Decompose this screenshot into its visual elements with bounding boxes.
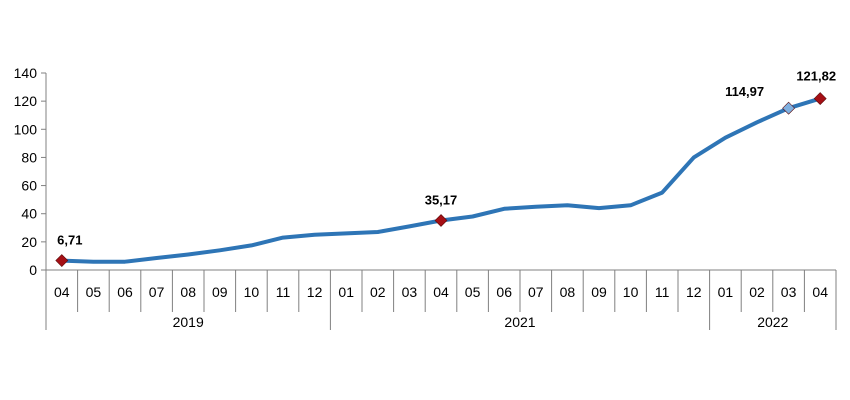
series-line bbox=[59, 96, 823, 264]
y-axis-ticks: 0 20 40 60 80 100 120 140 bbox=[14, 65, 46, 278]
x-tick-label: 08 bbox=[560, 284, 576, 300]
year-label: 2019 bbox=[173, 314, 204, 330]
x-tick-label: 10 bbox=[244, 284, 260, 300]
x-tick-label: 09 bbox=[591, 284, 607, 300]
x-tick-label: 02 bbox=[370, 284, 386, 300]
x-tick-label: 07 bbox=[528, 284, 544, 300]
x-tick-label: 09 bbox=[212, 284, 228, 300]
x-tick-label: 06 bbox=[117, 284, 133, 300]
y-tick-label: 80 bbox=[21, 149, 37, 165]
x-tick-label: 08 bbox=[180, 284, 196, 300]
y-tick-label: 100 bbox=[14, 121, 38, 137]
y-tick-label: 140 bbox=[14, 65, 38, 81]
x-tick-label: 11 bbox=[276, 284, 291, 300]
x-tick-label: 03 bbox=[781, 284, 797, 300]
x-tick-label: 12 bbox=[686, 284, 702, 300]
x-tick-label: 03 bbox=[402, 284, 418, 300]
y-tick-label: 120 bbox=[14, 93, 38, 109]
y-tick-label: 0 bbox=[29, 262, 37, 278]
axes bbox=[45, 73, 836, 271]
data-label: 114,97 bbox=[725, 84, 764, 99]
x-tick-label: 11 bbox=[655, 284, 670, 300]
data-point-marker bbox=[434, 214, 448, 227]
y-tick-label: 40 bbox=[21, 206, 37, 222]
x-tick-label: 04 bbox=[54, 284, 70, 300]
data-labels: 6,71 35,17 114,97 121,82 bbox=[57, 69, 836, 248]
x-tick-label: 02 bbox=[749, 284, 765, 300]
x-tick-label: 05 bbox=[86, 284, 102, 300]
year-label: 2022 bbox=[757, 314, 788, 330]
x-tick-label: 12 bbox=[307, 284, 323, 300]
x-tick-label: 10 bbox=[623, 284, 639, 300]
data-label: 6,71 bbox=[57, 233, 82, 248]
data-label: 35,17 bbox=[425, 193, 458, 208]
x-tick-label: 05 bbox=[465, 284, 481, 300]
y-tick-label: 60 bbox=[21, 178, 37, 194]
x-tick-label: 07 bbox=[149, 284, 165, 300]
data-point-marker bbox=[55, 254, 69, 267]
data-point-marker bbox=[813, 92, 827, 106]
x-tick-label: 04 bbox=[812, 284, 828, 300]
y-tick-label: 20 bbox=[21, 234, 37, 250]
x-tick-label: 06 bbox=[496, 284, 512, 300]
year-label: 2021 bbox=[504, 314, 535, 330]
data-point-marker bbox=[782, 101, 796, 115]
x-tick-label: 01 bbox=[718, 284, 734, 300]
data-label: 121,82 bbox=[796, 69, 836, 84]
x-tick-label: 01 bbox=[338, 284, 354, 300]
x-axis-ticks: 04 05 06 07 08 09 10 11 12 01 02 03 04 05 06 07 08 09 10 11… bbox=[45, 270, 837, 312]
series-line-path bbox=[59, 96, 823, 264]
x-tick-label: 04 bbox=[433, 284, 449, 300]
year-groups: 2019 2021 2022 bbox=[45, 312, 837, 330]
data-markers bbox=[55, 92, 827, 267]
